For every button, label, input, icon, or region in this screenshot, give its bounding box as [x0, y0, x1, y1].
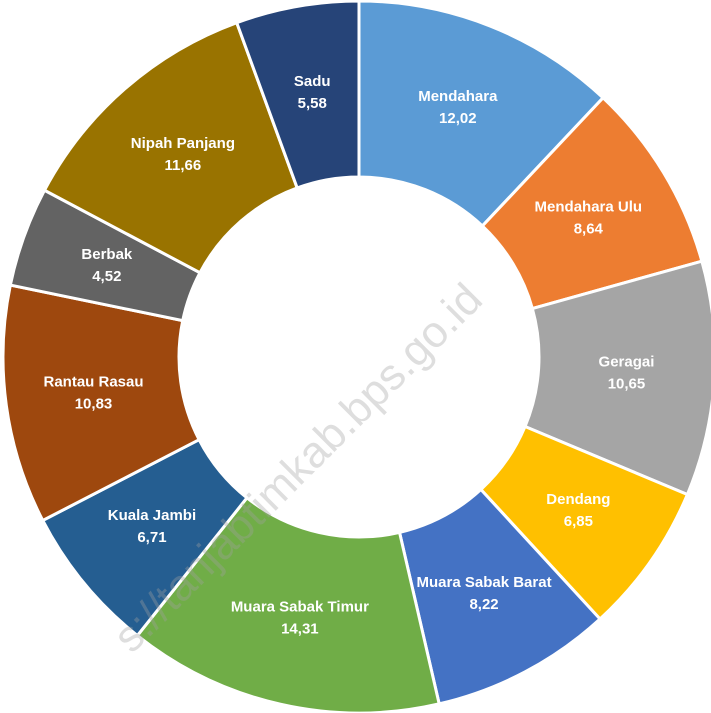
slice-label: Muara Sabak Timur — [231, 598, 369, 615]
slice-label: Kuala Jambi — [108, 507, 196, 524]
slice-label: Berbak — [81, 246, 133, 263]
slice-value: 10,65 — [608, 376, 646, 393]
slice-value: 4,52 — [92, 268, 121, 285]
donut-slice — [357, 0, 606, 229]
slice-label: Rantau Rasau — [43, 374, 143, 391]
slice-value: 6,71 — [137, 529, 166, 546]
slice-label: Muara Sabak Barat — [417, 574, 552, 591]
slice-value: 12,02 — [439, 110, 477, 127]
slice-value: 8,64 — [574, 220, 604, 237]
slice-label: Geragai — [599, 354, 655, 371]
donut-slice — [234, 0, 361, 190]
slice-label: Sadu — [294, 73, 331, 90]
slice-value: 8,22 — [469, 596, 498, 613]
donut-slice — [42, 20, 300, 275]
donut-slice — [1, 283, 202, 523]
slice-label: Dendang — [546, 491, 610, 508]
slice-value: 6,85 — [564, 513, 593, 530]
slice-label: Mendahara — [418, 88, 498, 105]
slice-label: Nipah Panjang — [131, 135, 235, 152]
donut-slice — [523, 259, 711, 497]
slice-label: Mendahara Ulu — [535, 198, 643, 215]
slice-value: 10,83 — [75, 396, 113, 413]
slice-value: 11,66 — [165, 157, 202, 174]
slice-value: 14,31 — [281, 620, 319, 637]
slice-value: 5,58 — [298, 95, 327, 112]
